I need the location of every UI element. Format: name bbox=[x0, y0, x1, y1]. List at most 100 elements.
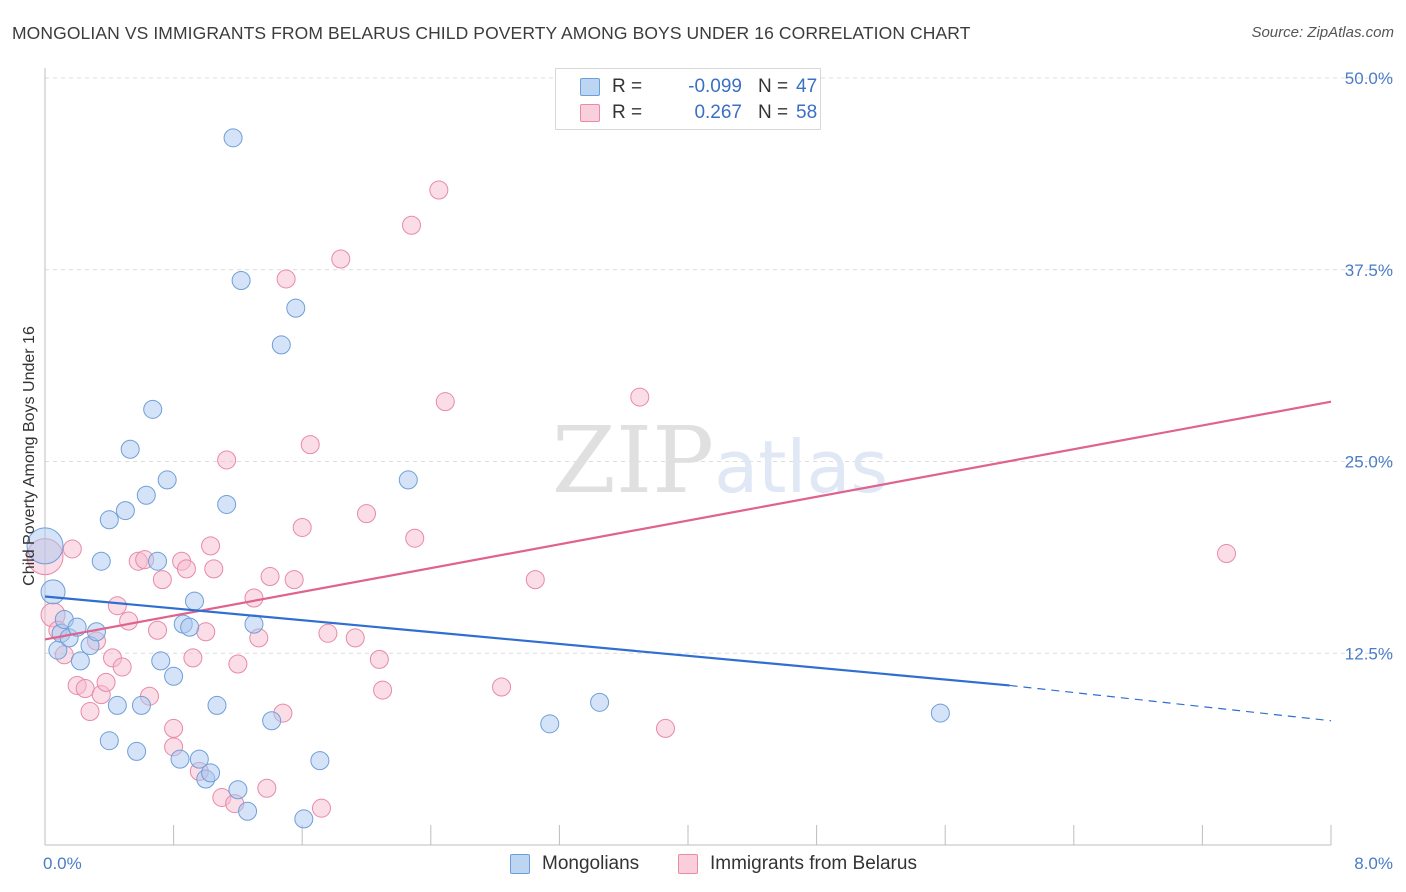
point-belarus bbox=[311, 798, 331, 818]
point-belarus bbox=[357, 504, 376, 524]
point-mongolians bbox=[930, 703, 950, 723]
y-axis-label: Child Poverty Among Boys Under 16 bbox=[21, 326, 38, 586]
point-mongolians bbox=[151, 651, 171, 671]
point-mongolians bbox=[148, 551, 168, 571]
point-mongolians bbox=[228, 780, 248, 800]
point-belarus bbox=[164, 718, 184, 738]
point-belarus bbox=[176, 559, 196, 579]
point-mongolians bbox=[217, 494, 237, 514]
point-mongolians bbox=[398, 470, 418, 490]
point-mongolians bbox=[238, 801, 258, 821]
point-mongolians bbox=[91, 551, 111, 571]
series-legend: Mongolians Immigrants from Belarus bbox=[0, 852, 1406, 878]
point-belarus bbox=[331, 249, 351, 269]
point-belarus bbox=[75, 679, 95, 699]
y-tick-label: 12.5% bbox=[1345, 644, 1393, 663]
point-mongolians bbox=[223, 128, 243, 148]
point-belarus bbox=[525, 570, 545, 590]
point-belarus bbox=[655, 718, 675, 738]
point-belarus bbox=[119, 611, 139, 631]
point-mongolians bbox=[99, 731, 119, 751]
point-belarus bbox=[228, 654, 248, 674]
point-mongolians bbox=[244, 614, 264, 634]
point-belarus bbox=[257, 778, 277, 798]
axes bbox=[44, 68, 1332, 846]
r-label: R = bbox=[612, 76, 643, 97]
legend-swatch-mongolians bbox=[510, 854, 530, 874]
point-belarus bbox=[429, 180, 449, 200]
legend-swatch-belarus bbox=[678, 854, 698, 874]
point-belarus bbox=[300, 435, 320, 455]
point-belarus bbox=[373, 680, 393, 700]
legend-label-belarus: Immigrants from Belarus bbox=[710, 853, 917, 874]
point-mongolians bbox=[180, 617, 200, 637]
point-mongolians bbox=[26, 527, 64, 565]
point-belarus bbox=[152, 570, 172, 590]
point-belarus bbox=[492, 677, 512, 697]
trend-lines bbox=[44, 400, 1332, 722]
point-mongolians bbox=[231, 270, 251, 290]
point-belarus bbox=[62, 539, 82, 559]
point-mongolians bbox=[207, 695, 227, 715]
point-belarus bbox=[244, 588, 264, 608]
point-belarus bbox=[369, 649, 389, 669]
chart-title: MONGOLIAN VS IMMIGRANTS FROM BELARUS CHI… bbox=[12, 23, 971, 43]
point-belarus bbox=[148, 620, 168, 640]
x-tick-label: 8.0% bbox=[1354, 854, 1393, 873]
point-belarus bbox=[196, 622, 216, 642]
point-mongolians bbox=[286, 298, 306, 318]
point-belarus bbox=[284, 570, 304, 590]
point-mongolians bbox=[189, 749, 209, 769]
point-mongolians bbox=[143, 399, 163, 419]
point-belarus bbox=[204, 559, 224, 579]
point-mongolians bbox=[590, 692, 610, 712]
tick-labels: 12.5% 25.0% 37.5% 50.0% 0.0% 8.0% bbox=[43, 69, 1393, 873]
point-belarus bbox=[630, 387, 650, 407]
point-mongolians bbox=[120, 439, 140, 459]
legend-label-mongolians: Mongolians bbox=[542, 853, 640, 874]
y-tick-label: 25.0% bbox=[1345, 453, 1393, 472]
point-mongolians bbox=[127, 741, 147, 761]
point-mongolians bbox=[184, 591, 204, 611]
point-mongolians bbox=[157, 470, 177, 490]
point-belarus bbox=[107, 596, 127, 616]
trend-line-belarus bbox=[44, 400, 1332, 641]
n-label: N = bbox=[758, 102, 789, 123]
y-tick-label: 50.0% bbox=[1345, 69, 1393, 88]
legend-swatch-belarus bbox=[580, 104, 600, 122]
point-belarus bbox=[276, 269, 296, 289]
point-belarus bbox=[1217, 544, 1237, 564]
gridlines bbox=[45, 77, 1393, 654]
point-belarus bbox=[318, 623, 338, 643]
r-value: -0.099 bbox=[688, 76, 742, 97]
point-mongolians bbox=[136, 485, 156, 505]
point-mongolians bbox=[40, 579, 66, 605]
point-mongolians bbox=[115, 501, 135, 521]
n-label: N = bbox=[758, 76, 789, 97]
point-belarus bbox=[260, 567, 280, 587]
point-mongolians bbox=[164, 666, 184, 686]
point-mongolians bbox=[540, 714, 560, 734]
legend-swatch-mongolians bbox=[580, 78, 600, 96]
n-value: 47 bbox=[796, 76, 818, 97]
point-mongolians bbox=[271, 335, 291, 355]
point-belarus bbox=[435, 392, 455, 412]
point-mongolians bbox=[310, 751, 330, 771]
stats-legend: R = -0.099 N = 47 R = 0.267 N = 58 bbox=[555, 68, 821, 130]
watermark: ZIPatlas bbox=[552, 407, 888, 514]
point-belarus bbox=[96, 672, 116, 692]
point-mongolians bbox=[99, 510, 119, 530]
n-value: 58 bbox=[796, 102, 818, 123]
r-label: R = bbox=[612, 102, 643, 123]
source-credit: Source: ZipAtlas.com bbox=[1251, 24, 1394, 41]
r-value: 0.267 bbox=[694, 102, 742, 123]
point-mongolians bbox=[262, 711, 282, 731]
point-belarus bbox=[217, 450, 237, 470]
point-mongolians bbox=[201, 763, 221, 783]
point-mongolians bbox=[107, 695, 127, 715]
x-tick-label: 0.0% bbox=[43, 854, 82, 873]
point-belarus bbox=[292, 517, 312, 537]
point-mongolians bbox=[294, 809, 314, 829]
point-belarus bbox=[405, 528, 425, 548]
